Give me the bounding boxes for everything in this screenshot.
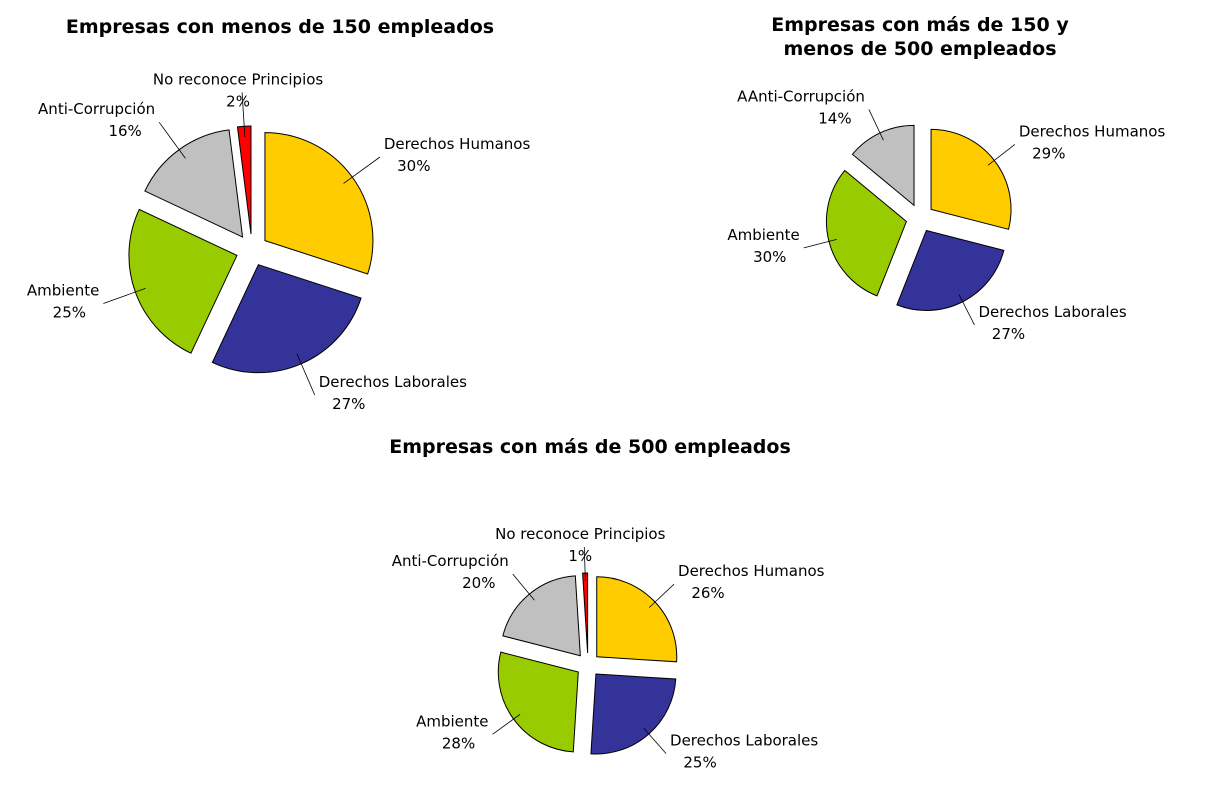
- slice-value-label: 30%: [753, 248, 786, 266]
- chart-title: Empresas con más de 500 empleados: [389, 436, 791, 458]
- slice-value-label: 27%: [992, 325, 1025, 343]
- slice-value-label: 28%: [442, 734, 475, 752]
- slice-label: Derechos Humanos: [678, 562, 825, 580]
- slice-label: Ambiente: [416, 712, 488, 730]
- slice-label: Anti-Corrupción: [38, 100, 155, 118]
- slice-value-label: 1%: [568, 547, 592, 565]
- slice-value-label: 30%: [397, 157, 430, 175]
- slice-value-label: 2%: [226, 92, 250, 110]
- slice-label: No reconoce Principios: [495, 525, 665, 543]
- pie-slice: [211, 264, 362, 374]
- pie-slice: [896, 229, 1005, 311]
- slice-label: No reconoce Principios: [153, 70, 323, 88]
- pie-slice: [264, 132, 374, 275]
- slice-value-label: 20%: [462, 574, 495, 592]
- leader-line: [492, 714, 521, 735]
- leader-line: [648, 583, 675, 608]
- chart-title: Empresas con menos de 150 empleados: [65, 16, 495, 38]
- leader-line: [296, 353, 316, 396]
- leader-line: [241, 92, 246, 138]
- pie-slice: [590, 673, 677, 755]
- leader-line: [803, 238, 837, 249]
- leader-line: [158, 121, 186, 159]
- slice-label: Derechos Laborales: [670, 732, 818, 750]
- pie-slice: [930, 128, 1012, 230]
- slice-value-label: 16%: [108, 122, 141, 140]
- slice-value-label: 25%: [683, 754, 716, 772]
- leader-line: [583, 547, 586, 582]
- slice-label: Ambiente: [727, 226, 799, 244]
- leader-line: [512, 573, 535, 601]
- slice-label: Derechos Humanos: [384, 135, 531, 153]
- leader-line: [987, 144, 1016, 166]
- slice-label: Derechos Laborales: [978, 303, 1126, 321]
- leader-line: [103, 287, 146, 304]
- leader-line: [958, 294, 975, 326]
- slice-label: Anti-Corrupción: [392, 552, 509, 570]
- slice-label: AAnti-Corrupción: [737, 87, 865, 105]
- slice-value-label: 25%: [53, 304, 86, 322]
- leader-line: [868, 109, 884, 141]
- pie-slice: [596, 576, 678, 663]
- pie-slice: [128, 208, 238, 354]
- slice-value-label: 27%: [332, 395, 365, 413]
- slice-value-label: 29%: [1032, 144, 1065, 162]
- pie-slice: [502, 575, 581, 657]
- chart-title: Empresas con más de 150 y menos de 500 e…: [771, 14, 1069, 60]
- slice-value-label: 26%: [691, 584, 724, 602]
- leader-line: [343, 156, 381, 184]
- leader-line: [643, 727, 667, 754]
- slice-label: Ambiente: [27, 282, 99, 300]
- pie-slice: [582, 572, 589, 654]
- slice-label: Derechos Humanos: [1019, 122, 1166, 140]
- slice-label: Derechos Laborales: [319, 373, 467, 391]
- pie-slice: [497, 651, 579, 753]
- slice-value-label: 14%: [818, 109, 851, 127]
